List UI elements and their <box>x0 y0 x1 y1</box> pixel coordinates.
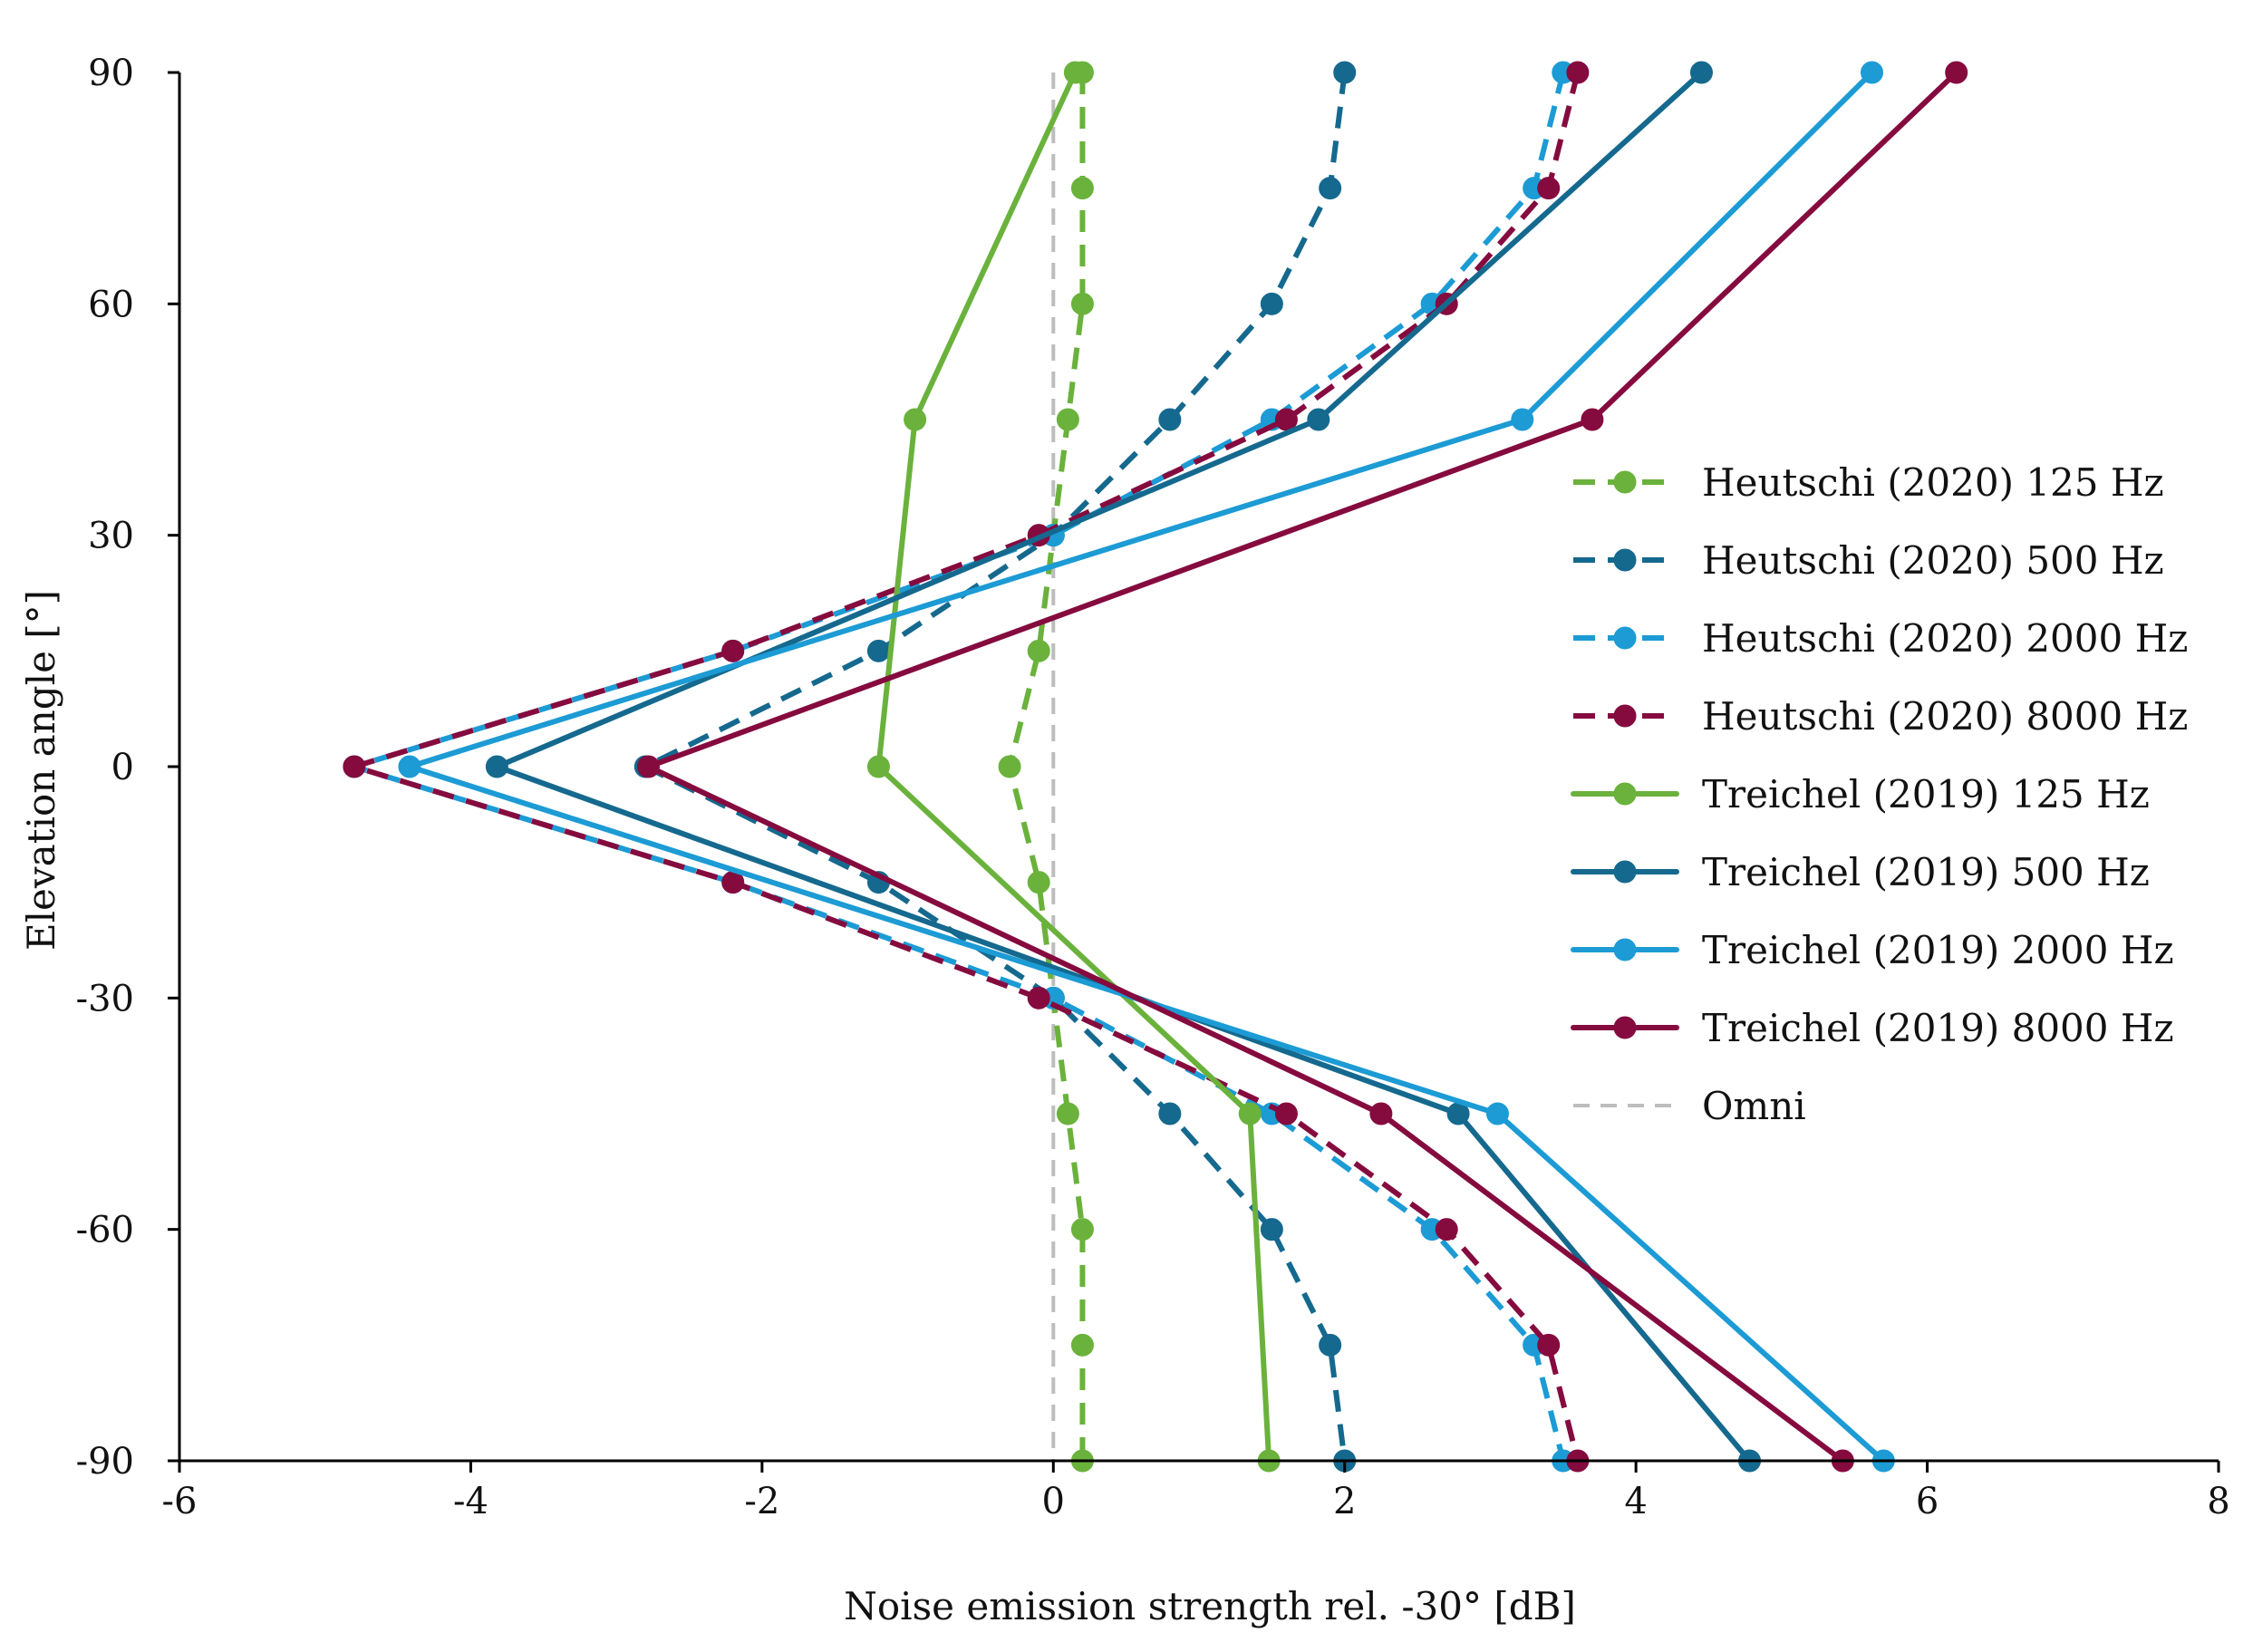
legend-item-heutschi-2020-500-hz: Heutschi (2020) 500 Hz <box>1573 538 2164 583</box>
legend-item-heutschi-2020-2000-hz: Heutschi (2020) 2000 Hz <box>1573 616 2188 661</box>
y-axis-label: Elevation angle [°] <box>19 590 63 951</box>
x-tick-label-2: 2 <box>1333 1481 1356 1522</box>
y-tick-label-90: 90 <box>88 53 134 94</box>
x-tick-label-2: -2 <box>744 1481 779 1522</box>
y-tick-label-30: -30 <box>76 978 134 1019</box>
data-point-treichel-2019-8000-hz-2 <box>637 755 660 778</box>
legend-marker-treichel-2019-8000-hz <box>1613 1016 1637 1039</box>
data-point-heutschi-2020-125-hz-3 <box>1056 408 1079 431</box>
data-point-heutschi-2020-500-hz-9 <box>1158 1102 1182 1125</box>
y-tick-label-60: -60 <box>76 1210 134 1251</box>
data-point-heutschi-2020-125-hz-6 <box>998 755 1021 778</box>
legend-marker-heutschi-2020-125-hz <box>1613 470 1637 494</box>
data-point-treichel-2019-125-hz-1 <box>904 408 927 431</box>
legend-marker-heutschi-2020-500-hz <box>1613 548 1637 572</box>
legend-label-omni: Omni <box>1702 1084 1806 1128</box>
legend-label-heutschi-2020-8000-hz: Heutschi (2020) 8000 Hz <box>1702 694 2188 739</box>
data-point-treichel-2019-8000-hz-3 <box>1369 1102 1393 1125</box>
legend-item-treichel-2019-8000-hz: Treichel (2019) 8000 Hz <box>1571 1006 2174 1050</box>
data-point-treichel-2019-500-hz-1 <box>1307 408 1330 431</box>
series-treichel-2019-125-hz <box>866 61 1281 1473</box>
x-tick-label-8: 8 <box>2207 1481 2229 1522</box>
data-point-treichel-2019-500-hz-0 <box>1689 61 1713 84</box>
series-treichel-2019-500-hz <box>485 61 1761 1473</box>
data-point-heutschi-2020-500-hz-11 <box>1319 1333 1342 1357</box>
y-tick-label-60: 60 <box>88 284 134 325</box>
x-tick-label-4: 4 <box>1624 1481 1647 1522</box>
legend-item-treichel-2019-125-hz: Treichel (2019) 125 Hz <box>1571 772 2150 816</box>
data-point-treichel-2019-125-hz-2 <box>866 755 890 778</box>
data-point-heutschi-2020-8000-hz-0 <box>1566 61 1590 84</box>
legend-marker-heutschi-2020-2000-hz <box>1613 626 1637 650</box>
data-point-heutschi-2020-8000-hz-6 <box>343 755 366 778</box>
data-point-treichel-2019-125-hz-3 <box>1238 1102 1262 1125</box>
legend-label-heutschi-2020-2000-hz: Heutschi (2020) 2000 Hz <box>1702 616 2188 661</box>
data-point-heutschi-2020-125-hz-5 <box>1027 639 1050 662</box>
x-tick-label-0: 0 <box>1042 1481 1065 1522</box>
x-tick-label-4: -4 <box>453 1481 488 1522</box>
data-point-heutschi-2020-8000-hz-1 <box>1537 177 1561 200</box>
legend-item-heutschi-2020-8000-hz: Heutschi (2020) 8000 Hz <box>1573 694 2188 739</box>
data-point-heutschi-2020-500-hz-1 <box>1319 177 1342 200</box>
data-point-heutschi-2020-500-hz-2 <box>1260 292 1283 315</box>
legend-label-treichel-2019-500-hz: Treichel (2019) 500 Hz <box>1702 850 2150 894</box>
y-tick-label-30: 30 <box>88 516 134 557</box>
data-point-treichel-2019-8000-hz-1 <box>1581 408 1604 431</box>
ticks-layer: -6 -4 -2 0 2 4 6 8 90 60 30 0 -30 -60 -90 <box>76 53 2230 1522</box>
data-point-heutschi-2020-8000-hz-8 <box>1027 986 1050 1010</box>
legend-marker-treichel-2019-500-hz <box>1613 860 1637 884</box>
legend-label-heutschi-2020-500-hz: Heutschi (2020) 500 Hz <box>1702 538 2164 583</box>
data-point-heutschi-2020-125-hz-7 <box>1027 871 1050 894</box>
data-point-heutschi-2020-125-hz-1 <box>1070 177 1094 200</box>
data-point-heutschi-2020-8000-hz-9 <box>1274 1102 1298 1125</box>
data-point-heutschi-2020-125-hz-9 <box>1056 1102 1079 1125</box>
data-point-heutschi-2020-500-hz-3 <box>1158 408 1182 431</box>
legend-item-omni: Omni <box>1573 1084 1806 1128</box>
legend-label-treichel-2019-8000-hz: Treichel (2019) 8000 Hz <box>1702 1006 2174 1050</box>
y-tick-label-0: 0 <box>111 747 134 788</box>
x-tick-label-6: -6 <box>162 1481 198 1522</box>
data-point-treichel-2019-2000-hz-2 <box>398 755 421 778</box>
legend-layer: Heutschi (2020) 125 Hz Heutschi (2020) 50… <box>1571 460 2188 1128</box>
legend-label-treichel-2019-125-hz: Treichel (2019) 125 Hz <box>1702 772 2150 816</box>
data-point-heutschi-2020-125-hz-11 <box>1070 1333 1094 1357</box>
legend-item-treichel-2019-2000-hz: Treichel (2019) 2000 Hz <box>1571 928 2174 972</box>
data-point-heutschi-2020-500-hz-0 <box>1333 61 1357 84</box>
data-point-heutschi-2020-125-hz-2 <box>1070 292 1094 315</box>
data-point-heutschi-2020-8000-hz-10 <box>1435 1218 1458 1241</box>
data-point-treichel-2019-500-hz-2 <box>485 755 508 778</box>
legend-marker-heutschi-2020-8000-hz <box>1613 704 1637 728</box>
legend-item-treichel-2019-500-hz: Treichel (2019) 500 Hz <box>1571 850 2150 894</box>
data-point-treichel-2019-2000-hz-1 <box>1511 408 1534 431</box>
legend-label-treichel-2019-2000-hz: Treichel (2019) 2000 Hz <box>1702 928 2174 972</box>
x-axis-label: Noise emission strength rel. -30° [dB] <box>844 1584 1576 1628</box>
data-point-treichel-2019-125-hz-0 <box>1063 61 1087 84</box>
data-point-heutschi-2020-500-hz-5 <box>866 639 890 662</box>
y-tick-label-90: -90 <box>76 1441 134 1483</box>
legend-label-heutschi-2020-125-hz: Heutschi (2020) 125 Hz <box>1702 460 2164 505</box>
data-point-heutschi-2020-125-hz-10 <box>1070 1218 1094 1241</box>
legend-item-heutschi-2020-125-hz: Heutschi (2020) 125 Hz <box>1573 460 2164 505</box>
data-point-heutschi-2020-500-hz-10 <box>1260 1218 1283 1241</box>
data-point-treichel-2019-2000-hz-3 <box>1485 1102 1509 1125</box>
data-point-heutschi-2020-8000-hz-11 <box>1537 1333 1561 1357</box>
data-point-heutschi-2020-8000-hz-5 <box>721 639 745 662</box>
legend-marker-treichel-2019-2000-hz <box>1613 938 1637 961</box>
x-tick-label-6: 6 <box>1916 1481 1939 1522</box>
data-point-treichel-2019-2000-hz-0 <box>1861 61 1883 84</box>
legend-marker-treichel-2019-125-hz <box>1613 782 1637 806</box>
data-point-treichel-2019-8000-hz-0 <box>1945 61 1968 84</box>
